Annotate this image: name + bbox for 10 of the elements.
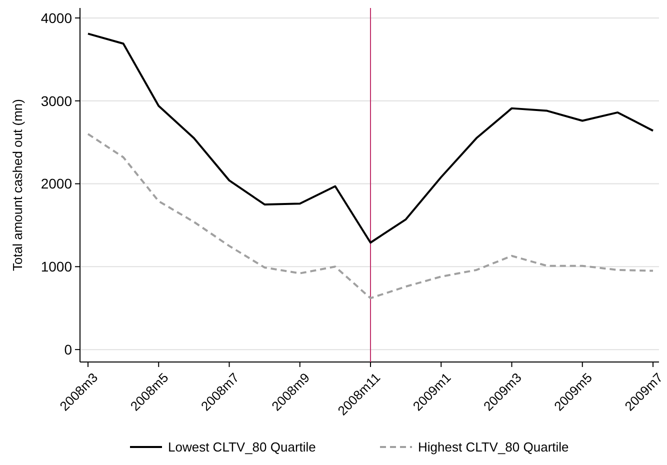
y-axis-title: Total amount cashed out (mn) — [10, 99, 25, 271]
y-tick-label: 4000 — [40, 10, 72, 26]
y-tick-label: 3000 — [40, 92, 72, 109]
y-tick-label: 2000 — [40, 176, 72, 192]
line-series — [87, 32, 654, 244]
line-series — [87, 133, 654, 300]
y-tick-label: 0 — [64, 341, 72, 358]
y-tick-label: 1000 — [40, 258, 72, 275]
legend-label: Lowest CLTV_80 Quartile — [168, 440, 316, 455]
legend-label: Highest CLTV_80 Quartile — [418, 440, 569, 455]
